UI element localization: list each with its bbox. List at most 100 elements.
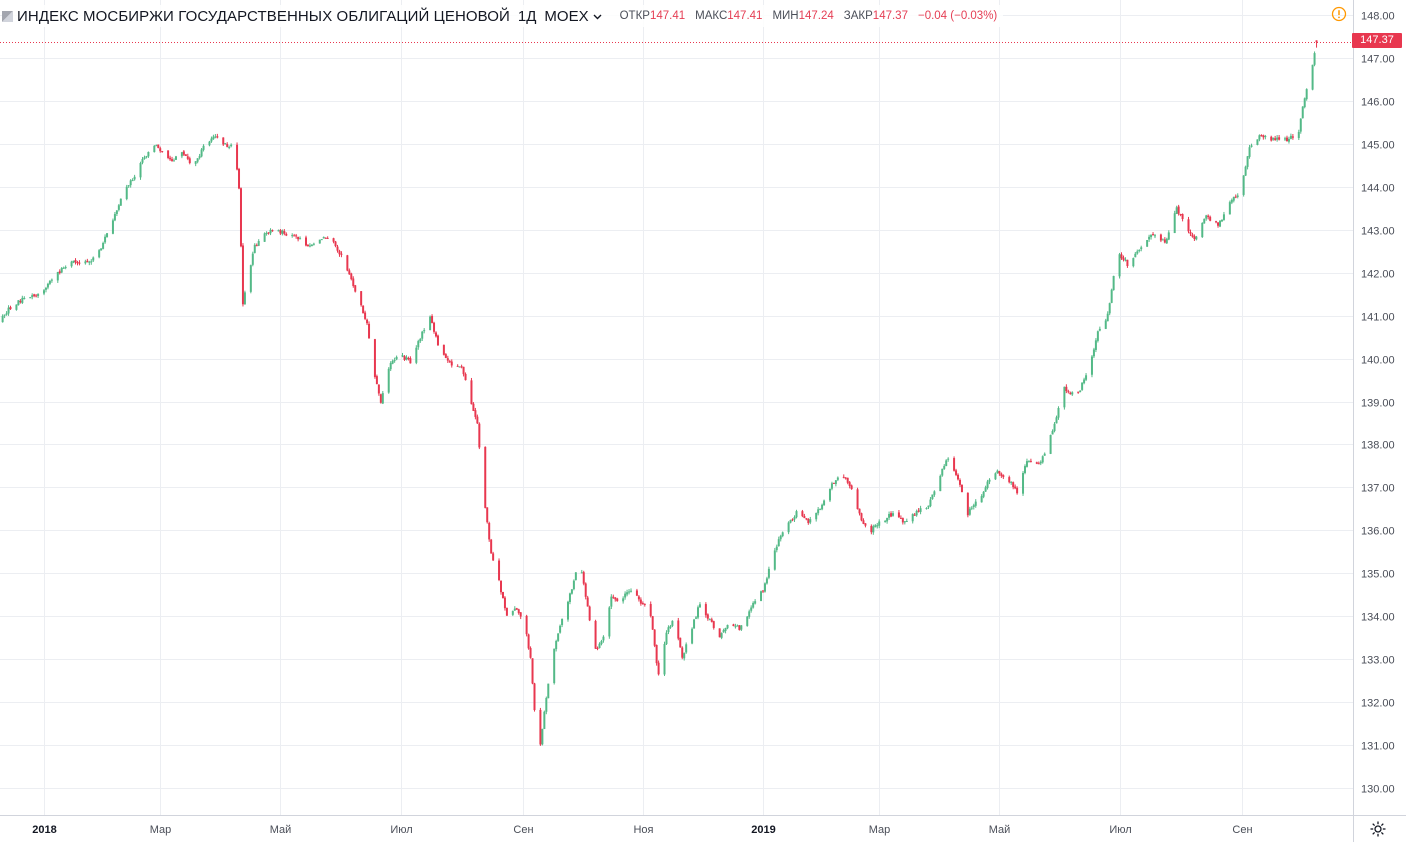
candle[interactable] — [1193, 234, 1196, 241]
candle[interactable] — [35, 294, 38, 298]
candle[interactable] — [265, 231, 268, 236]
candle[interactable] — [1002, 474, 1005, 480]
candle[interactable] — [115, 210, 118, 217]
candle[interactable] — [368, 321, 371, 339]
candle[interactable] — [1175, 205, 1178, 215]
candle[interactable] — [409, 356, 412, 364]
candle[interactable] — [486, 507, 489, 524]
candle[interactable] — [1301, 106, 1304, 119]
candle[interactable] — [299, 236, 302, 240]
candle[interactable] — [310, 243, 313, 247]
candle[interactable] — [919, 505, 922, 515]
candle[interactable] — [679, 637, 682, 648]
candle[interactable] — [671, 620, 674, 628]
candle[interactable] — [19, 299, 22, 304]
candle[interactable] — [1023, 464, 1026, 475]
candle[interactable] — [194, 161, 197, 167]
candle[interactable] — [31, 293, 34, 300]
candle[interactable] — [996, 469, 999, 474]
candle[interactable] — [765, 576, 768, 585]
candle[interactable] — [366, 318, 369, 326]
candle[interactable] — [1008, 475, 1011, 484]
candle[interactable] — [255, 243, 258, 247]
candle[interactable] — [5, 311, 8, 316]
candle[interactable] — [88, 260, 91, 266]
candle[interactable] — [958, 478, 961, 487]
candle[interactable] — [754, 599, 757, 605]
candle[interactable] — [830, 481, 833, 491]
candle[interactable] — [478, 422, 481, 450]
candle[interactable] — [62, 266, 65, 269]
candle[interactable] — [1081, 382, 1084, 391]
candle[interactable] — [17, 300, 20, 306]
candle[interactable] — [23, 296, 26, 300]
candle[interactable] — [734, 623, 737, 629]
candle[interactable] — [525, 614, 528, 637]
candle[interactable] — [1104, 318, 1107, 330]
candle[interactable] — [966, 492, 969, 518]
candle[interactable] — [64, 265, 67, 270]
candle[interactable] — [460, 364, 463, 369]
candle[interactable] — [669, 624, 672, 629]
candle[interactable] — [78, 260, 81, 266]
candle[interactable] — [1014, 484, 1017, 490]
candle[interactable] — [817, 507, 820, 516]
candle[interactable] — [614, 597, 617, 602]
candle[interactable] — [651, 615, 654, 630]
candle[interactable] — [488, 521, 491, 542]
candle[interactable] — [586, 595, 589, 607]
candle[interactable] — [241, 243, 244, 307]
candle[interactable] — [572, 579, 575, 591]
candle[interactable] — [594, 619, 597, 649]
candle[interactable] — [901, 517, 904, 525]
candle[interactable] — [628, 589, 631, 595]
candle[interactable] — [433, 321, 436, 334]
candle[interactable] — [1096, 330, 1099, 343]
candle[interactable] — [746, 615, 749, 627]
candle[interactable] — [1012, 481, 1015, 490]
candle[interactable] — [1177, 204, 1180, 216]
candle[interactable] — [279, 228, 282, 236]
candle[interactable] — [1284, 136, 1287, 141]
candle[interactable] — [541, 728, 544, 746]
candle[interactable] — [580, 569, 583, 574]
candle[interactable] — [1278, 134, 1281, 141]
candle[interactable] — [15, 304, 18, 311]
candle[interactable] — [637, 595, 640, 602]
candle[interactable] — [224, 142, 227, 145]
candle[interactable] — [210, 136, 213, 143]
candle[interactable] — [779, 534, 782, 542]
candle[interactable] — [1079, 390, 1082, 393]
candle[interactable] — [803, 513, 806, 519]
candle[interactable] — [340, 251, 343, 258]
candle[interactable] — [50, 278, 53, 283]
candle[interactable] — [955, 468, 958, 477]
candle[interactable] — [350, 272, 353, 281]
candle[interactable] — [653, 629, 656, 648]
candle[interactable] — [74, 258, 77, 265]
candle[interactable] — [403, 355, 406, 361]
candle[interactable] — [1167, 230, 1170, 241]
candle[interactable] — [472, 402, 475, 412]
candle[interactable] — [263, 232, 266, 242]
candle[interactable] — [667, 625, 670, 635]
candle[interactable] — [626, 589, 629, 597]
candle[interactable] — [943, 464, 946, 470]
candle[interactable] — [890, 511, 893, 518]
candle[interactable] — [1090, 355, 1093, 378]
candle[interactable] — [960, 484, 963, 493]
candle[interactable] — [805, 517, 808, 521]
candle[interactable] — [543, 710, 546, 730]
candle[interactable] — [602, 635, 605, 643]
candle[interactable] — [1037, 461, 1040, 465]
candle[interactable] — [318, 239, 321, 244]
candle[interactable] — [498, 558, 501, 582]
candle[interactable] — [249, 264, 252, 294]
candle[interactable] — [736, 624, 739, 627]
candle[interactable] — [236, 142, 239, 171]
candle[interactable] — [681, 646, 684, 660]
candle[interactable] — [113, 212, 116, 222]
collapse-marker-icon[interactable] — [2, 10, 13, 22]
candle[interactable] — [649, 601, 652, 618]
candle[interactable] — [791, 518, 794, 522]
